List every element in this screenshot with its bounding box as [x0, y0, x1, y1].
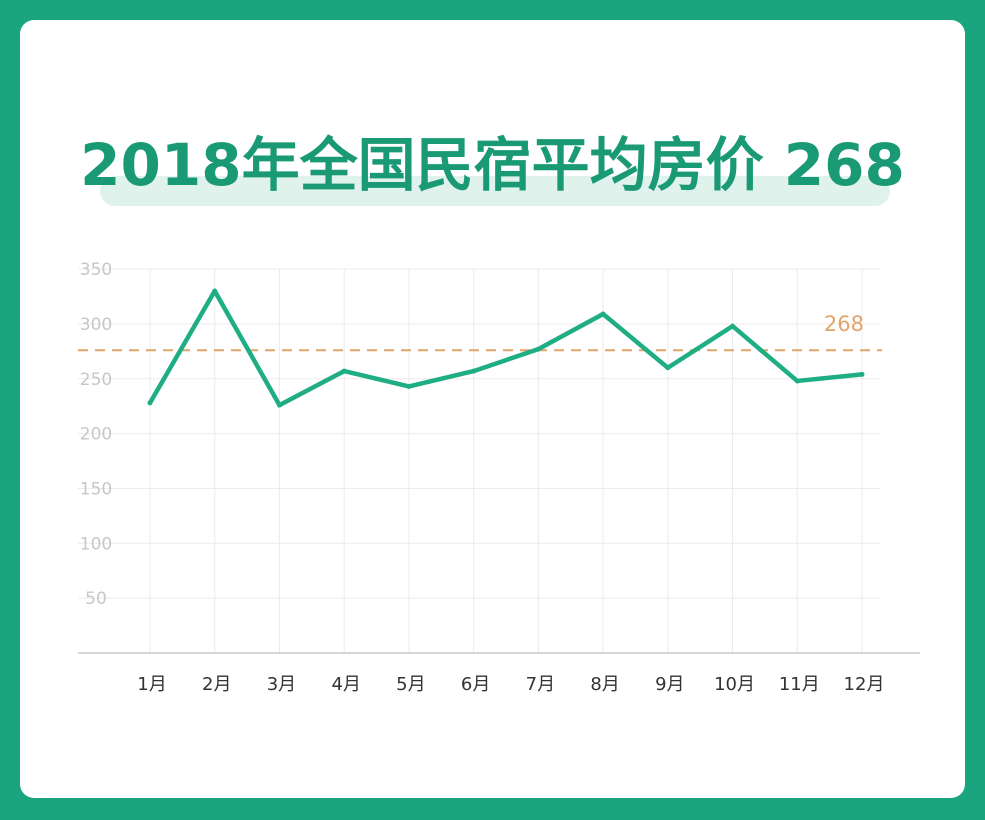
- series-line: [147, 288, 865, 408]
- data-point: [665, 365, 671, 371]
- data-point: [471, 368, 477, 374]
- data-point: [341, 368, 347, 374]
- data-point: [212, 288, 218, 294]
- y-tick-label: 300: [80, 315, 112, 335]
- data-point: [859, 371, 865, 377]
- data-point: [535, 346, 541, 352]
- x-tick-label: 11月: [779, 674, 820, 695]
- x-tick-label: 2月: [202, 674, 231, 695]
- x-tick-label: 6月: [461, 674, 490, 695]
- y-tick-label: 150: [80, 479, 112, 499]
- data-point: [276, 402, 282, 408]
- data-point: [600, 311, 606, 317]
- x-tick-label: 7月: [526, 674, 555, 695]
- data-point: [730, 323, 736, 329]
- x-tick-label: 10月: [714, 674, 755, 695]
- x-tick-label: 1月: [137, 674, 166, 695]
- data-point: [794, 378, 800, 384]
- x-tick-label: 5月: [396, 674, 425, 695]
- x-tick-label: 12月: [844, 674, 885, 695]
- average-label: 268: [824, 312, 864, 336]
- y-tick-label: 350: [80, 260, 112, 280]
- y-tick-label: 200: [80, 425, 112, 445]
- y-tick-label: 100: [80, 534, 112, 554]
- title-highlight: [100, 176, 890, 206]
- data-point: [406, 383, 412, 389]
- y-tick-label: 50: [85, 589, 107, 609]
- x-tick-label: 8月: [590, 674, 619, 695]
- data-point: [147, 400, 153, 406]
- x-tick-label: 4月: [331, 674, 360, 695]
- chart-title: 2018年全国民宿平均房价 268: [80, 131, 905, 199]
- chart-card: [20, 20, 965, 798]
- x-tick-label: 3月: [267, 674, 296, 695]
- x-tick-label: 9月: [655, 674, 684, 695]
- y-tick-label: 250: [80, 370, 112, 390]
